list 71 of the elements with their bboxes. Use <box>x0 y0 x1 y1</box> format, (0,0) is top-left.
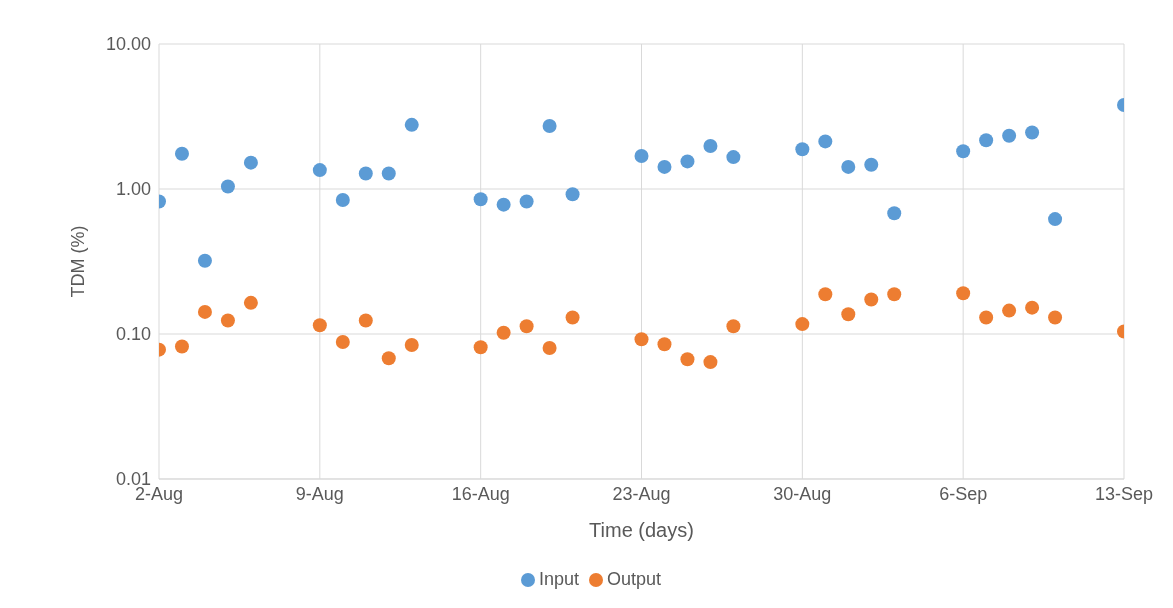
point <box>703 138 718 153</box>
point <box>841 307 856 322</box>
point <box>542 341 557 356</box>
point <box>634 332 649 347</box>
legend-label: Input <box>538 569 579 589</box>
point <box>312 163 327 178</box>
point <box>887 287 902 302</box>
point <box>174 339 189 354</box>
x-tick-label: 30-Aug <box>773 483 832 504</box>
point <box>519 319 534 334</box>
point <box>887 206 902 221</box>
point <box>979 310 994 325</box>
x-tick-label: 6-Sep <box>939 483 988 504</box>
x-tick-label: 23-Aug <box>612 483 671 504</box>
point <box>312 318 327 333</box>
point <box>956 286 971 301</box>
point <box>473 192 488 207</box>
point <box>404 117 419 132</box>
point <box>680 154 695 169</box>
y-tick-label: 0.10 <box>115 324 151 345</box>
point <box>1002 128 1017 143</box>
x-tick-label: 16-Aug <box>451 483 510 504</box>
point <box>956 144 971 159</box>
x-tick-label: 9-Aug <box>295 483 344 504</box>
point <box>818 134 833 149</box>
point <box>174 146 189 161</box>
point <box>795 142 810 157</box>
point <box>473 340 488 355</box>
point <box>381 166 396 181</box>
y-tick-label: 1.00 <box>115 179 151 200</box>
point <box>657 159 672 174</box>
y-axis-title: TDM (%) <box>68 225 89 298</box>
point <box>335 335 350 350</box>
point <box>358 313 373 328</box>
x-axis-title: Time (days) <box>589 519 694 541</box>
point <box>634 148 649 163</box>
y-tick-label: 10.00 <box>105 34 151 55</box>
point <box>726 150 741 165</box>
point <box>864 157 879 172</box>
point <box>197 253 212 268</box>
point <box>404 337 419 352</box>
point <box>864 292 879 307</box>
point <box>1002 303 1017 318</box>
point <box>703 355 718 370</box>
point <box>726 319 741 334</box>
point <box>680 352 695 367</box>
legend-label: Output <box>607 569 662 589</box>
point <box>496 197 511 212</box>
x-tick-label: 13-Sep <box>1094 483 1154 504</box>
point <box>496 325 511 340</box>
point <box>381 351 396 366</box>
point <box>220 179 235 194</box>
point <box>565 187 580 202</box>
point <box>220 313 235 328</box>
point <box>657 337 672 352</box>
point <box>243 155 258 170</box>
point <box>1025 300 1040 315</box>
point <box>335 192 350 207</box>
point <box>795 317 810 332</box>
point <box>1025 125 1040 140</box>
point <box>565 310 580 325</box>
point <box>1048 310 1063 325</box>
point <box>197 304 212 319</box>
point <box>979 133 994 148</box>
point <box>1048 212 1063 227</box>
point <box>542 118 557 133</box>
point <box>519 194 534 209</box>
point <box>358 166 373 181</box>
point <box>841 159 856 174</box>
point <box>818 287 833 302</box>
point <box>243 295 258 310</box>
